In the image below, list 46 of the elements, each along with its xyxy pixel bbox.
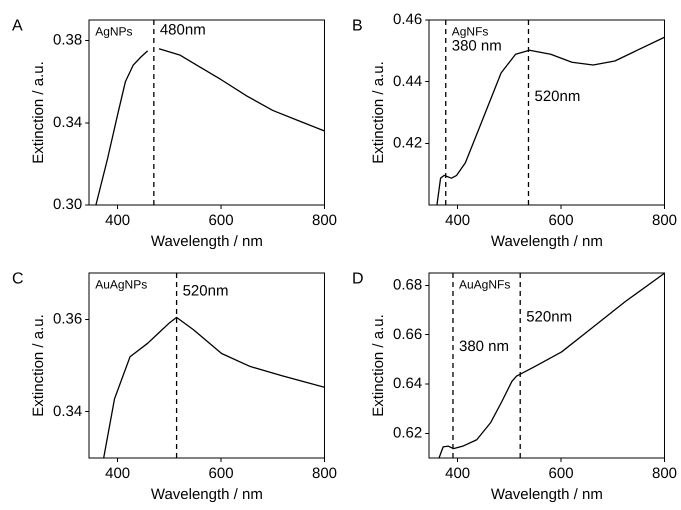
x-tick-label: 400 <box>105 465 130 482</box>
y-tick-label: 0.68 <box>392 276 422 294</box>
y-tick-label: 0.64 <box>392 375 422 392</box>
y-tick-label: 0.62 <box>392 424 422 442</box>
y-tick-label: 0.42 <box>392 134 422 152</box>
y-axis-title: Extinction / a.u. <box>30 314 48 417</box>
x-tick-label: 400 <box>445 212 470 230</box>
annotation: 380 nm <box>452 37 502 54</box>
annotation: 520nm <box>526 308 572 326</box>
x-tick-label: 800 <box>652 465 677 482</box>
text: A <box>12 17 23 34</box>
y-tick-label: 0.34 <box>52 402 82 420</box>
y-axis-title: Extinction / a.u. <box>30 61 48 164</box>
y-tick-label: 0.36 <box>52 310 82 328</box>
annotation: 520nm <box>182 282 228 300</box>
x-tick-label: 600 <box>208 212 234 230</box>
y-tick-label: 0.66 <box>392 326 422 343</box>
annotation: 480nm <box>160 21 206 38</box>
y-tick-label: 0.44 <box>392 72 422 90</box>
x-tick-label: 400 <box>445 465 470 482</box>
x-tick-label: 400 <box>105 212 130 230</box>
x-tick-label: 800 <box>652 212 677 230</box>
text: B <box>352 17 363 34</box>
annotation: AgNPs <box>95 24 133 38</box>
y-axis-title: Extinction / a.u. <box>370 61 388 164</box>
x-tick-label: 800 <box>312 465 337 482</box>
text: D <box>352 270 364 288</box>
x-tick-label: 800 <box>312 212 337 230</box>
y-tick-label: 0.34 <box>52 114 82 131</box>
y-tick-label: 0.38 <box>52 32 82 49</box>
annotation: AuAgNFs <box>458 277 510 292</box>
y-tick-label: 0.30 <box>52 196 82 214</box>
annotation: 380 nm <box>458 338 510 356</box>
annotation: 520nm <box>534 88 580 106</box>
x-tick-label: 600 <box>208 465 234 482</box>
annotation: AgNFs <box>452 24 488 38</box>
x-axis-title: Wavelength / nm <box>150 233 263 250</box>
annotation: AuAgNPs <box>95 277 148 292</box>
x-tick-label: 600 <box>548 465 574 482</box>
x-tick-label: 600 <box>548 212 574 230</box>
x-axis-title: Wavelength / nm <box>150 486 263 504</box>
x-axis-title: Wavelength / nm <box>490 486 603 504</box>
y-tick-label: 0.46 <box>392 11 422 28</box>
text: C <box>12 270 24 288</box>
x-axis-title: Wavelength / nm <box>490 233 603 250</box>
y-axis-title: Extinction / a.u. <box>370 314 388 417</box>
